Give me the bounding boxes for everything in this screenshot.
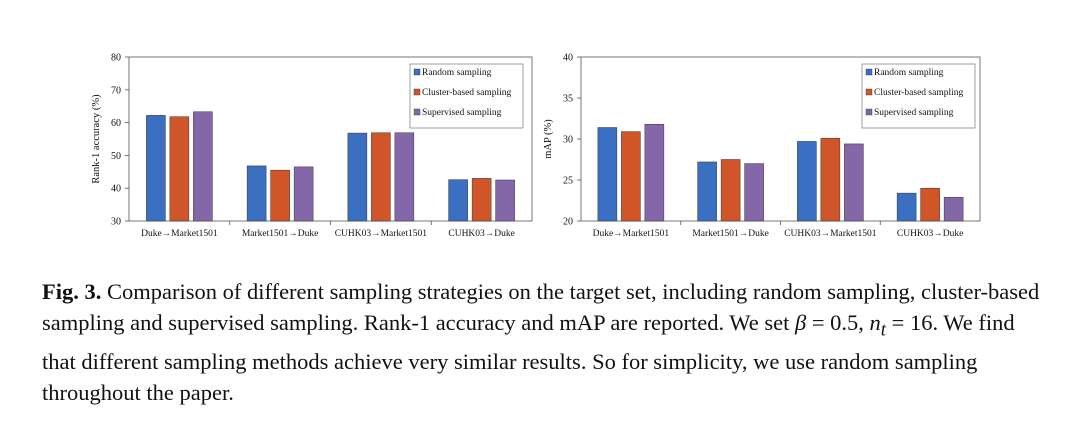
legend-entry: Random sampling (874, 68, 944, 78)
legend-box (861, 63, 976, 129)
bar (371, 132, 391, 222)
legend-entry: Cluster-based sampling (874, 88, 964, 98)
caption-label: Fig. 3. (42, 279, 102, 304)
legend-entry: Supervised sampling (422, 108, 502, 118)
caption-beta-symbol: β (794, 310, 807, 335)
caption-text-part1: Comparison of different sampling strateg… (42, 279, 1040, 335)
legend-box (409, 63, 524, 129)
legend-entry: Random sampling (422, 68, 492, 78)
bar (270, 169, 290, 222)
y-tick-label: 50 (111, 151, 121, 162)
bar (943, 196, 964, 222)
legend-entry: Supervised sampling (874, 108, 954, 118)
x-category-label: Duke→Market1501 (141, 229, 218, 239)
caption-nt-subscript: t (880, 319, 886, 341)
x-category-label: Market1501→Duke (692, 229, 769, 239)
y-tick-label: 30 (111, 217, 121, 228)
legend-swatch (865, 108, 873, 116)
caption-nt-symbol: n (869, 310, 881, 335)
bar (844, 143, 864, 222)
bar (896, 192, 917, 222)
bar (720, 159, 741, 222)
chart-1: 30 40 50 60 70 80 Rank-1 accuracy (%) Duke→Mark… (91, 53, 533, 239)
y-tick-label: 35 (563, 94, 573, 105)
bar (293, 166, 314, 222)
caption-nt-value: = 16 (886, 310, 933, 335)
bar (246, 165, 267, 222)
y-tick-label: 40 (563, 53, 573, 64)
bar (920, 187, 940, 222)
bar (394, 132, 415, 222)
figure-charts: 30 40 50 60 70 80 Rank-1 accuracy (%) Duke→Mark… (91, 53, 981, 239)
y-tick-label: 70 (111, 85, 121, 96)
y-tick-label: 80 (111, 53, 121, 64)
bar (169, 116, 190, 222)
bar (621, 131, 641, 222)
y-tick-label: 30 (563, 135, 573, 146)
legend-entry: Cluster-based sampling (422, 88, 512, 98)
bar (193, 111, 213, 222)
x-category-label: CUHK03→Market1501 (784, 229, 877, 239)
legend-swatch (413, 108, 421, 116)
bar (448, 179, 468, 222)
chart-2: 20 25 30 35 40 mAP (%) Duke→Market1501 Market15… (543, 53, 981, 239)
caption-text-part2: . We find that different sampling method… (42, 310, 1015, 405)
legend-swatch (413, 68, 421, 76)
legend-swatch (865, 68, 873, 76)
y-tick-label: 40 (111, 184, 121, 195)
bar (644, 123, 665, 222)
caption-beta-value: = 0.5, (806, 310, 870, 335)
bar (471, 178, 492, 222)
y-axis-label: mAP (%) (543, 119, 554, 159)
bar (495, 179, 515, 222)
bar (697, 161, 717, 222)
bar (347, 132, 368, 222)
bar (597, 127, 618, 222)
legend-swatch (413, 88, 421, 96)
x-category-label: CUHK03→Market1501 (335, 229, 428, 239)
bar (797, 141, 817, 222)
legend-swatch (865, 88, 873, 96)
y-tick-label: 20 (563, 217, 573, 228)
bar (146, 115, 166, 222)
x-category-label: Duke→Market1501 (593, 229, 670, 239)
bar (744, 163, 764, 222)
bar (820, 137, 841, 222)
x-category-label: Market1501→Duke (242, 229, 319, 239)
y-axis-label: Rank-1 accuracy (%) (91, 94, 102, 184)
y-tick-label: 25 (563, 176, 573, 187)
y-tick-label: 60 (111, 118, 121, 129)
figure-caption: Fig. 3. Comparison of different sampling… (42, 276, 1052, 408)
x-category-label: CUHK03→Duke (448, 229, 515, 239)
x-category-label: CUHK03→Duke (897, 229, 964, 239)
